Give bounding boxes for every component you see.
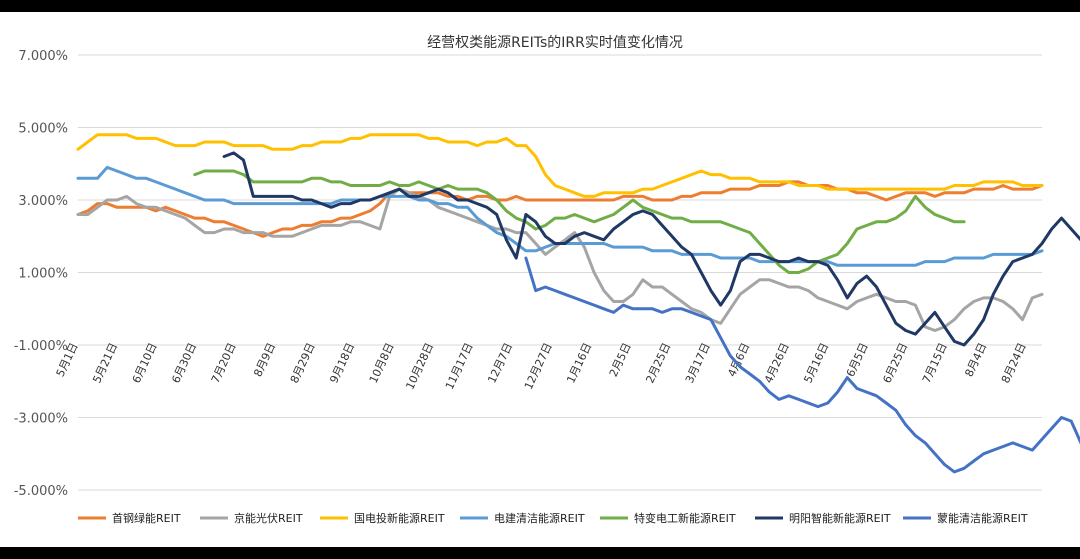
- x-tick-label: 10月8日: [367, 341, 397, 385]
- series-lines: [76, 133, 1080, 474]
- x-tick-label: 5月16日: [801, 341, 831, 385]
- y-tick-label: 7.000%: [18, 49, 68, 64]
- x-tick-label: 3月17日: [683, 341, 713, 385]
- x-tick-label: 7月15日: [920, 341, 950, 385]
- x-tick-label: 6月10日: [130, 341, 160, 385]
- legend-label: 特变电工新能源REIT: [634, 511, 736, 525]
- y-tick-label: -1.000%: [14, 339, 68, 354]
- line-chart: 经营权类能源REITs的IRR实时值变化情况 7.000% 5.000% 3.000…: [14, 35, 1080, 525]
- series-line-5: [222, 151, 1080, 347]
- x-tick-label: 5月21日: [90, 341, 120, 385]
- legend-label: 电建清洁能源REIT: [494, 511, 585, 525]
- x-tick-label: 8月4日: [962, 341, 989, 379]
- x-tick-label: 12月7日: [485, 341, 515, 385]
- x-tick-label: 9月18日: [327, 341, 357, 385]
- series-line-4: [193, 169, 966, 274]
- gridlines: [78, 54, 1042, 491]
- x-tick-label: 10月28日: [403, 341, 436, 392]
- x-tick-label: 2月5日: [607, 341, 634, 379]
- y-tick-label: 1.000%: [18, 267, 68, 282]
- x-tick-label: 6月5日: [844, 341, 871, 379]
- series-line-0: [76, 180, 1044, 238]
- x-tick-label: 7月20日: [209, 341, 239, 385]
- x-tick-label: 8月9日: [251, 341, 278, 379]
- series-line-2: [76, 133, 1044, 198]
- x-axis-ticks: 5月1日 5月21日 6月10日 6月30日 7月20日 8月9日 8月29日 9月18日 10…: [54, 341, 1029, 392]
- x-tick-label: 6月30日: [169, 341, 199, 385]
- legend-label: 国电投新能源REIT: [354, 511, 445, 525]
- series-line-1: [76, 187, 1044, 332]
- x-tick-label: 6月25日: [880, 341, 910, 385]
- legend-label: 明阳智能新能源REIT: [789, 511, 891, 525]
- x-tick-label: 12月27日: [522, 341, 555, 392]
- y-tick-label: -5.000%: [14, 484, 68, 499]
- chart-frame: 经营权类能源REITs的IRR实时值变化情况 7.000% 5.000% 3.000…: [0, 12, 1080, 547]
- legend-label: 蒙能清洁能源REIT: [937, 511, 1028, 525]
- legend-label: 首钢绿能REIT: [112, 511, 181, 525]
- legend-label: 京能光伏REIT: [234, 511, 303, 525]
- series-line-6: [524, 256, 1080, 474]
- y-tick-label: 3.000%: [18, 194, 68, 209]
- legend: 首钢绿能REIT 京能光伏REIT 国电投新能源REIT 电建清洁能源REIT 特变电工…: [78, 511, 1028, 525]
- x-tick-label: 1月16日: [564, 341, 594, 385]
- y-axis-ticks: 7.000% 5.000% 3.000% 1.000% -1.000% -3.000% -5…: [14, 49, 68, 499]
- x-tick-label: 11月17日: [443, 341, 476, 392]
- x-tick-label: 8月29日: [288, 341, 318, 385]
- x-tick-label: 8月24日: [999, 341, 1029, 385]
- y-tick-label: -3.000%: [14, 412, 68, 427]
- x-tick-label: 2月25日: [643, 341, 673, 385]
- chart-title: 经营权类能源REITs的IRR实时值变化情况: [427, 35, 683, 51]
- y-tick-label: 5.000%: [18, 122, 68, 137]
- x-tick-label: 4月26日: [762, 341, 792, 385]
